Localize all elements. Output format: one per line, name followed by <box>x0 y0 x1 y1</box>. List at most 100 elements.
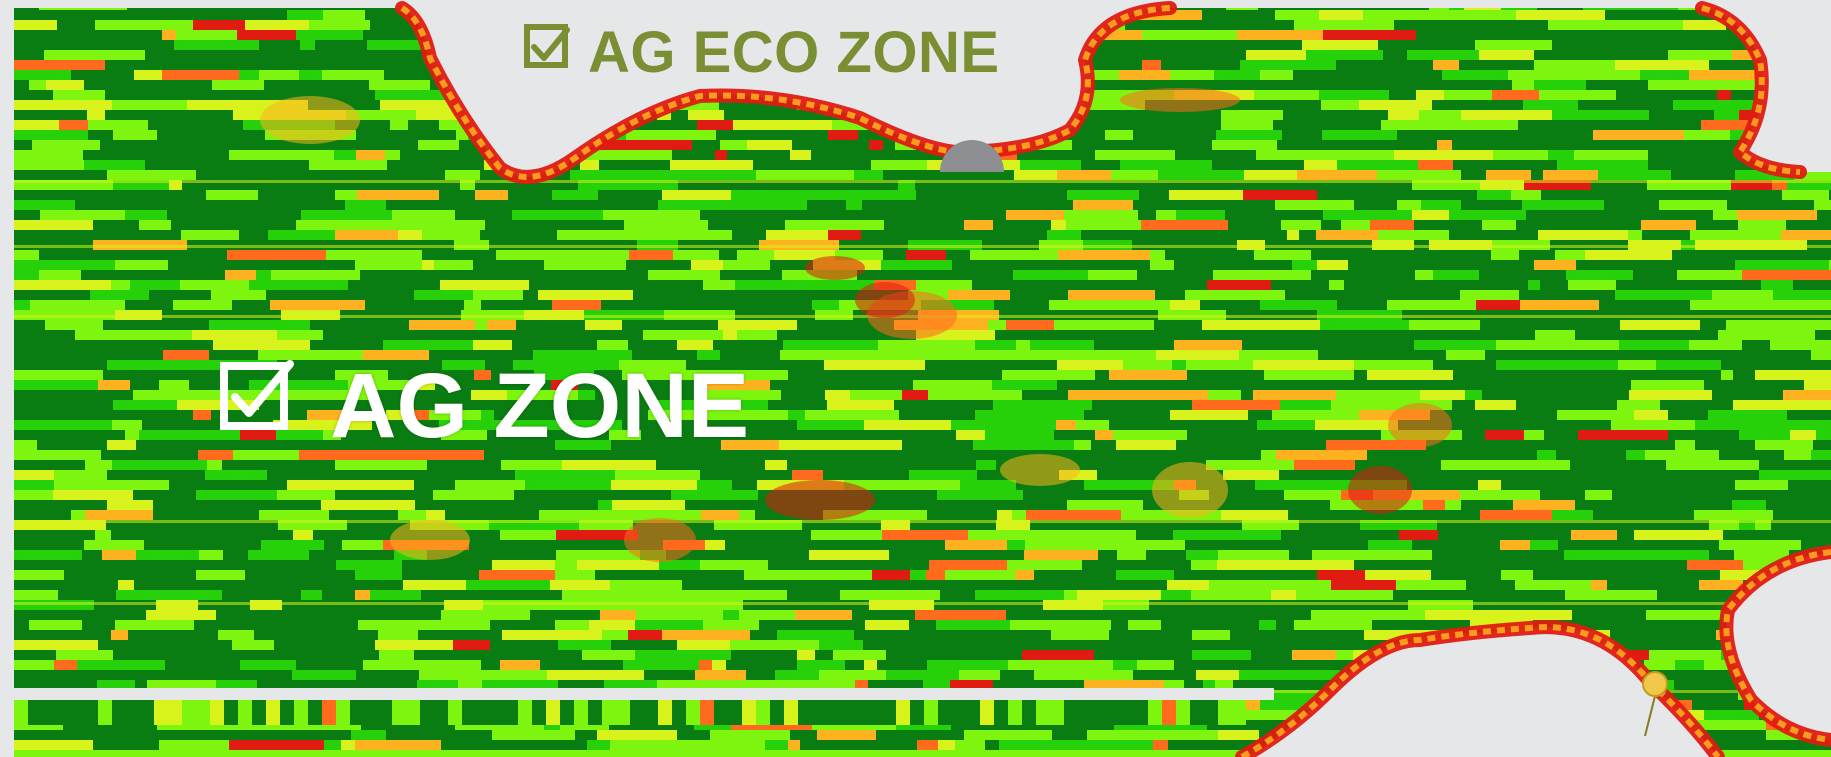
heatmap-cell <box>1259 620 1276 630</box>
heatmap-cell <box>138 10 189 20</box>
heatmap-cell <box>176 30 237 40</box>
heatmap-cell <box>1340 180 1412 190</box>
heatmap-cell <box>163 350 209 360</box>
heatmap-cell <box>1319 10 1363 20</box>
heatmap-cell <box>849 470 909 480</box>
field-anomaly <box>855 282 915 318</box>
heatmap-cell <box>1783 420 1831 430</box>
heatmap-cell <box>575 730 597 740</box>
heatmap-cell <box>881 350 960 360</box>
heatmap-cell <box>118 320 135 330</box>
heatmap-cell <box>1533 570 1566 580</box>
heatmap-cell <box>1804 380 1831 390</box>
heatmap-cell <box>1069 580 1167 590</box>
heatmap-cell <box>1209 490 1284 500</box>
heatmap-cell <box>1333 150 1394 160</box>
heatmap-cell <box>120 640 205 650</box>
heatmap-cell <box>1445 500 1461 510</box>
heatmap-cell <box>598 280 616 290</box>
heatmap-cell <box>1709 520 1739 530</box>
heatmap-cell <box>116 590 158 600</box>
heatmap-cell <box>1464 8 1501 10</box>
heatmap-cell <box>336 700 350 725</box>
heatmap-cell <box>700 560 768 570</box>
heatmap-cell <box>1105 130 1133 140</box>
heatmap-cell <box>721 450 764 460</box>
heatmap-cell <box>732 230 766 240</box>
heatmap-cell <box>1801 540 1831 550</box>
heatmap-cell <box>14 8 39 10</box>
heatmap-cell <box>518 700 532 725</box>
heatmap-cell <box>1701 350 1717 360</box>
heatmap-cell <box>132 230 181 240</box>
heatmap-cell <box>1508 610 1572 620</box>
heatmap-cell <box>1015 570 1034 580</box>
heatmap-cell <box>1604 200 1659 210</box>
heatmap-cell <box>942 640 965 650</box>
heatmap-cell <box>14 190 67 200</box>
heatmap-cell <box>1301 500 1330 510</box>
heatmap-cell <box>1360 520 1437 530</box>
heatmap-cell <box>14 510 71 520</box>
heatmap-cell <box>1490 520 1557 530</box>
heatmap-cell <box>405 440 501 450</box>
heatmap-cell <box>700 210 732 220</box>
field-anomaly <box>1152 462 1228 518</box>
heatmap-cell <box>885 460 976 470</box>
heatmap-cell <box>1013 270 1088 280</box>
heatmap-cell <box>1259 220 1281 230</box>
heatmap-cell <box>182 180 218 190</box>
heatmap-cell <box>1585 250 1672 260</box>
heatmap-cell <box>1616 280 1698 290</box>
heatmap-cell <box>1186 360 1253 370</box>
heatmap-cell <box>1074 490 1105 500</box>
heatmap-cell <box>134 70 162 80</box>
heatmap-cell <box>1111 110 1158 120</box>
heatmap-cell <box>210 700 224 725</box>
heatmap-cell <box>1612 100 1673 110</box>
heatmap-cell <box>1148 730 1218 740</box>
heatmap-cell <box>602 630 628 640</box>
heatmap-cell <box>1218 700 1232 725</box>
heatmap-cell <box>1507 60 1534 70</box>
heatmap-cell <box>1164 680 1184 690</box>
heatmap-cell <box>628 340 677 350</box>
heatmap-cell <box>309 550 357 560</box>
heatmap-cell <box>1566 270 1633 280</box>
heatmap-cell <box>357 550 394 560</box>
heatmap-cell <box>835 250 883 260</box>
heatmap-cell <box>925 580 998 590</box>
heatmap-cell <box>14 180 113 190</box>
heatmap-cell <box>1032 180 1122 190</box>
heatmap-cell <box>1586 80 1614 90</box>
heatmap-cell <box>313 530 382 540</box>
heatmap-cell <box>93 190 173 200</box>
heatmap-cell <box>421 590 459 600</box>
heatmap-cell <box>916 330 995 340</box>
heatmap-cell <box>1593 510 1633 520</box>
heatmap-cell <box>1534 60 1615 70</box>
heatmap-cell <box>955 200 1027 210</box>
heatmap-cell <box>95 530 111 540</box>
heatmap-cell <box>964 220 993 230</box>
heatmap-cell <box>1111 390 1208 400</box>
heatmap-cell <box>923 680 950 690</box>
heatmap-cell <box>1319 90 1389 100</box>
heatmap-cell <box>737 330 777 340</box>
heatmap-cell <box>1339 550 1432 560</box>
heatmap-cell <box>111 630 128 640</box>
heatmap-cell <box>1254 690 1339 700</box>
heatmap-cell <box>636 610 723 620</box>
heatmap-cell <box>1540 280 1568 290</box>
heatmap-cell <box>1272 410 1359 420</box>
heatmap-cell <box>1202 80 1261 90</box>
heatmap-cell <box>1258 8 1340 10</box>
map-pin-icon[interactable] <box>1640 668 1670 738</box>
heatmap-cell <box>106 410 193 420</box>
heatmap-cell <box>886 650 957 660</box>
heatmap-cell <box>1216 130 1270 140</box>
heatmap-cell <box>323 10 365 20</box>
heatmap-cell <box>71 510 85 520</box>
